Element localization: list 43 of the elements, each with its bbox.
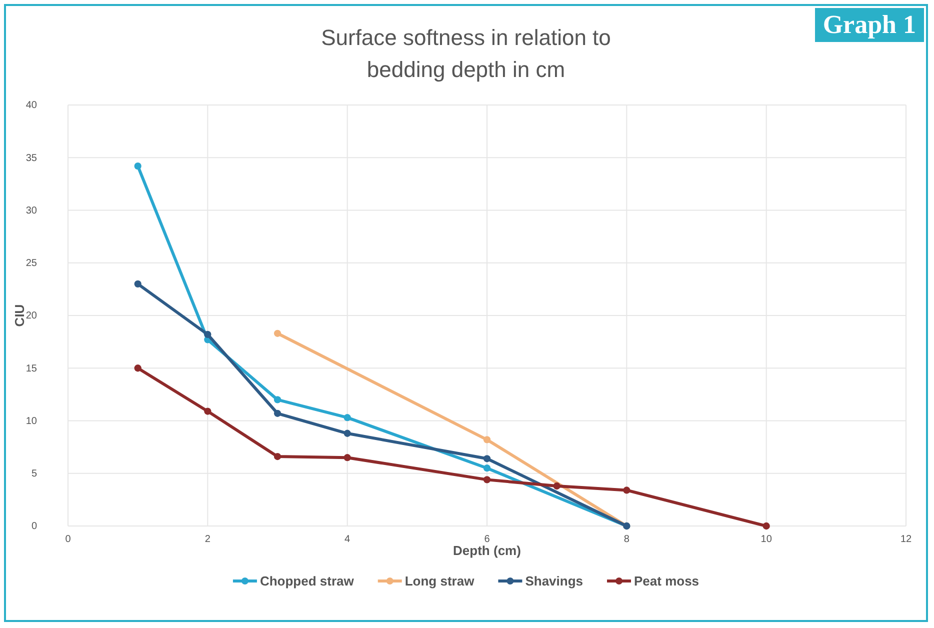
y-axis-title: CIU [12,304,27,327]
point [483,436,491,444]
point [274,410,282,417]
point [344,430,351,437]
y-tick-label: 25 [26,258,38,270]
y-tick-label: 10 [26,416,38,427]
point [134,162,142,170]
y-tick-label: 5 [31,468,38,480]
point [623,486,630,494]
point [204,408,212,415]
y-tick-label: 15 [26,363,38,374]
x-tick-label: 10 [760,534,772,546]
point [553,482,560,490]
point [762,522,770,530]
y-tick-label: 0 [31,521,38,532]
point [274,452,282,460]
x-tick-label: 4 [344,534,351,546]
point [344,414,351,422]
point [483,476,491,484]
x-tick-label: 8 [624,534,630,546]
legend-label: Long straw [404,574,476,589]
caption: Graph 1 [814,8,924,42]
point [134,280,142,288]
legend-label: Shavings [525,574,583,589]
x-tick-label: 6 [484,534,490,546]
legend-label: Chopped straw [260,574,355,589]
point [274,330,282,337]
x-tick-label: 12 [900,534,912,546]
y-tick-label: 35 [26,152,38,164]
chart-title: Surface softness in relation to bedding depth in cm [321,25,611,82]
point [204,330,212,338]
y-tick-label: 20 [26,310,38,322]
legend-label: Peat moss [634,574,700,589]
point [483,464,491,472]
x-axis-title: Depth (cm) [453,543,521,558]
point [274,396,282,404]
point [344,454,351,462]
y-tick-label: 40 [26,100,38,112]
point [483,455,491,462]
point [134,364,142,372]
x-tick-label: 0 [65,534,72,546]
x-tick-label: 2 [204,534,211,546]
y-tick-label: 30 [26,205,38,216]
